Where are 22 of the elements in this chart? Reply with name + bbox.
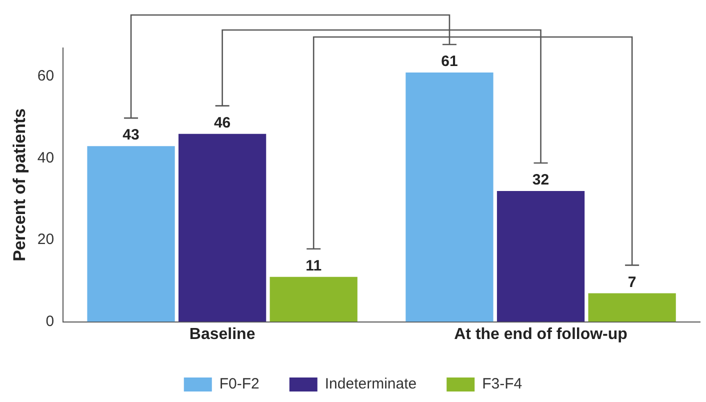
legend-label: F3-F4 — [482, 376, 522, 393]
data-label: 43 — [122, 126, 140, 144]
y-tick-label: 20 — [37, 231, 54, 248]
bar — [406, 72, 494, 322]
x-tick-label: Baseline — [189, 326, 256, 343]
data-label: 11 — [306, 257, 322, 274]
data-label: 46 — [214, 114, 231, 132]
legend-label: Indeterminate — [324, 376, 417, 393]
data-label: 7 — [628, 274, 636, 291]
bar — [496, 191, 585, 322]
x-tick-label: At the end of follow-up — [454, 326, 628, 343]
bar — [270, 276, 358, 322]
y-tick-label: 40 — [37, 149, 54, 166]
y-tick-label: 0 — [46, 312, 54, 330]
bar — [87, 146, 175, 322]
data-label: 61 — [441, 53, 458, 70]
y-axis-title: Percent of patients — [10, 108, 29, 262]
bar — [178, 134, 266, 322]
y-tick-label: 60 — [37, 68, 54, 85]
data-label: 32 — [532, 172, 550, 189]
legend-label: F0-F2 — [219, 376, 260, 393]
bar — [588, 293, 676, 322]
